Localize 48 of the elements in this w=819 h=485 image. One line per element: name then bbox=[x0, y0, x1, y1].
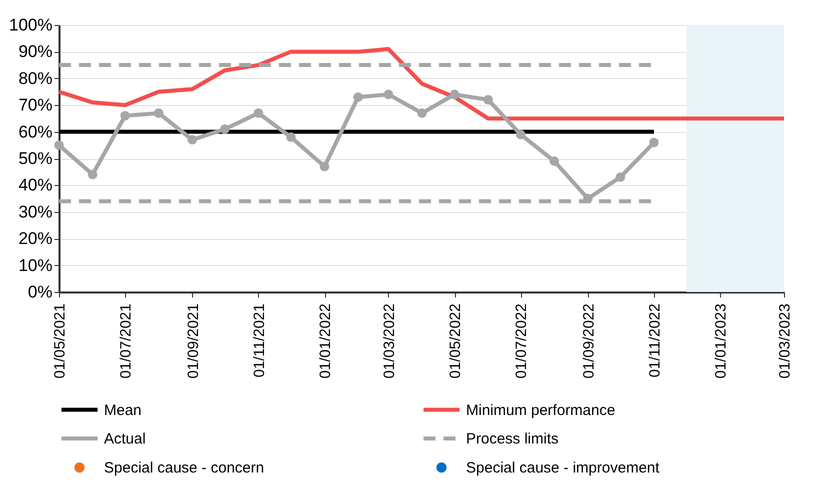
x-tick-label: 01/07/2022 bbox=[513, 304, 530, 379]
legend-label: Minimum performance bbox=[466, 402, 616, 419]
x-tick-label: 01/05/2022 bbox=[447, 304, 464, 379]
legend-label: Actual bbox=[104, 430, 146, 448]
legend-label: Process limits bbox=[466, 430, 559, 448]
point bbox=[120, 111, 130, 121]
y-tick-label: 50% bbox=[18, 149, 52, 168]
x-tick-label: 01/11/2021 bbox=[250, 304, 268, 378]
point bbox=[320, 162, 330, 172]
point bbox=[286, 132, 296, 142]
point bbox=[417, 108, 427, 118]
y-tick-label: 70% bbox=[18, 96, 52, 115]
x-tick-label: 01/09/2022 bbox=[580, 304, 598, 379]
point bbox=[54, 140, 64, 150]
y-tick-label: 30% bbox=[18, 202, 52, 222]
x-tick-label: 01/03/2022 bbox=[380, 304, 398, 379]
point bbox=[516, 130, 526, 140]
x-tick-label: 01/03/2023 bbox=[776, 304, 794, 379]
point bbox=[384, 90, 394, 100]
point bbox=[550, 156, 559, 166]
point bbox=[188, 135, 198, 145]
y-tick-label: 20% bbox=[18, 229, 52, 248]
point bbox=[88, 170, 98, 180]
y-tick-label: 40% bbox=[18, 176, 52, 195]
x-tick-label: 01/09/2021 bbox=[184, 304, 202, 379]
point bbox=[649, 138, 659, 148]
line-series bbox=[57, 47, 786, 120]
y-tick-label: 10% bbox=[18, 256, 52, 275]
legend-label: Special cause - concern bbox=[104, 460, 264, 476]
point bbox=[616, 172, 626, 182]
x-tick-label: 01/01/2022 bbox=[317, 304, 334, 379]
point bbox=[353, 92, 363, 102]
y-tick-label: 90% bbox=[18, 42, 52, 62]
point bbox=[154, 108, 164, 118]
y-tick-label: 80% bbox=[18, 68, 52, 88]
point bbox=[254, 108, 264, 118]
point bbox=[220, 124, 230, 134]
y-tick-label: 0% bbox=[28, 282, 52, 302]
point bbox=[450, 90, 460, 100]
x-tick-label: 01/01/2023 bbox=[712, 304, 730, 379]
y-tick-label: 100% bbox=[9, 16, 52, 34]
x-tick-label: 01/05/2021 bbox=[52, 304, 68, 379]
x-tick-label: 01/11/2022 bbox=[646, 304, 664, 378]
legend-label: Mean bbox=[104, 402, 142, 419]
point bbox=[483, 95, 493, 104]
legend-label: Special cause - improvement bbox=[466, 460, 660, 476]
x-tick-label: 01/07/2021 bbox=[118, 304, 135, 379]
y-tick-label: 60% bbox=[18, 122, 52, 142]
